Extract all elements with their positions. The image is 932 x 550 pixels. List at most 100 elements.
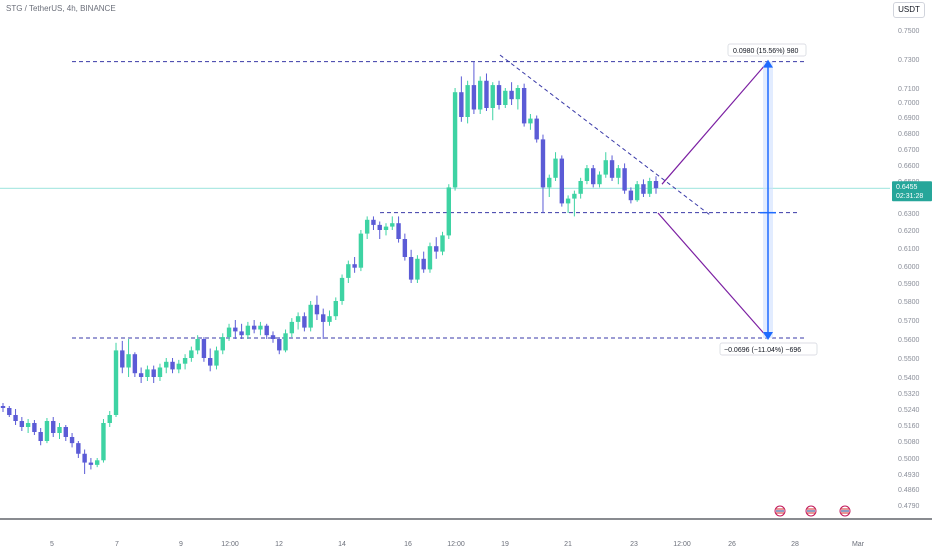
candle-body bbox=[251, 325, 257, 330]
y-tick-label: 0.5700 bbox=[898, 318, 920, 325]
candle-body bbox=[490, 85, 495, 108]
symbol-title: STG / TetherUS, 4h, BINANCE bbox=[6, 4, 116, 13]
y-tick-label: 0.7100 bbox=[898, 86, 920, 93]
lower-projection-box bbox=[719, 342, 818, 356]
candle-body bbox=[51, 421, 56, 433]
x-tick-label: 23 bbox=[630, 541, 638, 548]
economic-event-flag-icon[interactable] bbox=[839, 505, 851, 517]
candle-body bbox=[358, 233, 364, 268]
candle-body bbox=[63, 427, 68, 437]
currency-button[interactable]: USDT bbox=[893, 2, 925, 18]
candle-body bbox=[333, 301, 338, 317]
candle-body bbox=[421, 258, 426, 270]
candle-body bbox=[465, 85, 470, 117]
candle-body bbox=[477, 80, 483, 110]
y-tick-label: 0.6900 bbox=[898, 115, 920, 122]
upward-projection-line[interactable] bbox=[661, 61, 769, 185]
x-tick-label: 12:00 bbox=[221, 541, 239, 548]
candle-body bbox=[528, 118, 533, 124]
candle-body bbox=[239, 331, 244, 336]
candle-body bbox=[120, 350, 125, 368]
candle-body bbox=[38, 432, 43, 441]
candle-body bbox=[553, 158, 558, 178]
candle-body bbox=[145, 369, 150, 377]
candle-body bbox=[214, 350, 219, 366]
candle-body bbox=[434, 246, 439, 252]
candle-body bbox=[641, 184, 646, 194]
downward-projection-line[interactable] bbox=[657, 212, 769, 339]
candle-body bbox=[584, 168, 590, 181]
candle-body bbox=[484, 80, 489, 108]
y-tick-label: 0.6600 bbox=[898, 163, 920, 170]
candle-body bbox=[25, 423, 31, 427]
candle-body bbox=[540, 139, 546, 188]
candle-body bbox=[647, 181, 652, 194]
candle-body bbox=[157, 367, 163, 377]
candle-body bbox=[82, 453, 87, 463]
candle-body bbox=[597, 174, 602, 185]
candle-body bbox=[352, 264, 357, 268]
y-tick-label: 0.4790 bbox=[898, 503, 920, 510]
economic-event-flag-icon[interactable] bbox=[774, 505, 786, 517]
x-tick-label: 5 bbox=[50, 541, 54, 548]
candle-body bbox=[496, 85, 502, 105]
y-tick-label: 0.6700 bbox=[898, 147, 920, 154]
candle-body bbox=[76, 443, 81, 454]
candle-body bbox=[440, 235, 445, 252]
candle-body bbox=[176, 363, 182, 370]
range-arrow-up bbox=[763, 59, 773, 68]
candle-body bbox=[289, 321, 295, 334]
candle-body bbox=[7, 408, 12, 415]
candle-body bbox=[13, 415, 18, 421]
candle-body bbox=[201, 339, 207, 358]
x-tick-label: 12:00 bbox=[673, 541, 691, 548]
candle-body bbox=[138, 373, 144, 377]
candle-body bbox=[572, 193, 577, 199]
candle-body bbox=[591, 168, 596, 185]
y-tick-label: 0.4860 bbox=[898, 487, 920, 494]
descending-trendline[interactable] bbox=[499, 54, 711, 216]
candle-body bbox=[88, 462, 94, 465]
candle-body bbox=[603, 160, 608, 175]
candle-body bbox=[616, 168, 621, 178]
candle-body bbox=[628, 190, 634, 201]
candle-body bbox=[471, 85, 477, 110]
y-tick-label: 0.7000 bbox=[898, 100, 920, 107]
candle-body bbox=[578, 181, 583, 194]
candle-body bbox=[408, 257, 414, 280]
candle-body bbox=[195, 339, 200, 351]
candle-body bbox=[377, 224, 382, 230]
candle-body bbox=[390, 223, 395, 227]
x-tick-label: 7 bbox=[115, 541, 119, 548]
candle-body bbox=[245, 325, 251, 336]
x-tick-label: 9 bbox=[179, 541, 183, 548]
candle-body bbox=[314, 304, 320, 315]
candle-body bbox=[559, 158, 565, 204]
candle-body bbox=[19, 421, 25, 427]
candle-body bbox=[653, 181, 659, 189]
candle-body bbox=[371, 219, 376, 225]
candle-body bbox=[327, 316, 332, 322]
candle-body bbox=[415, 258, 420, 280]
y-tick-label: 0.6800 bbox=[898, 131, 920, 138]
candle-body bbox=[170, 361, 175, 370]
current-price-value: 0.6455 bbox=[896, 184, 918, 191]
economic-event-flag-icon[interactable] bbox=[805, 505, 817, 517]
x-tick-label: 12:00 bbox=[447, 541, 465, 548]
candle-body bbox=[402, 239, 408, 257]
candle-body bbox=[565, 198, 571, 204]
candle-body bbox=[57, 427, 62, 433]
candle-body bbox=[226, 327, 232, 338]
candle-body bbox=[264, 325, 269, 336]
candle-body bbox=[446, 187, 451, 236]
candle-body bbox=[32, 423, 37, 432]
x-tick-label: Mar bbox=[852, 541, 865, 548]
current-price-tag bbox=[892, 181, 932, 202]
candle-body bbox=[132, 354, 138, 374]
candle-body bbox=[534, 118, 539, 140]
y-tick-label: 0.5500 bbox=[898, 356, 920, 363]
upper-projection-label: 0.0980 (15.56%) 980 bbox=[733, 48, 798, 55]
y-tick-label: 0.6000 bbox=[898, 264, 920, 271]
candle-body bbox=[0, 406, 6, 408]
